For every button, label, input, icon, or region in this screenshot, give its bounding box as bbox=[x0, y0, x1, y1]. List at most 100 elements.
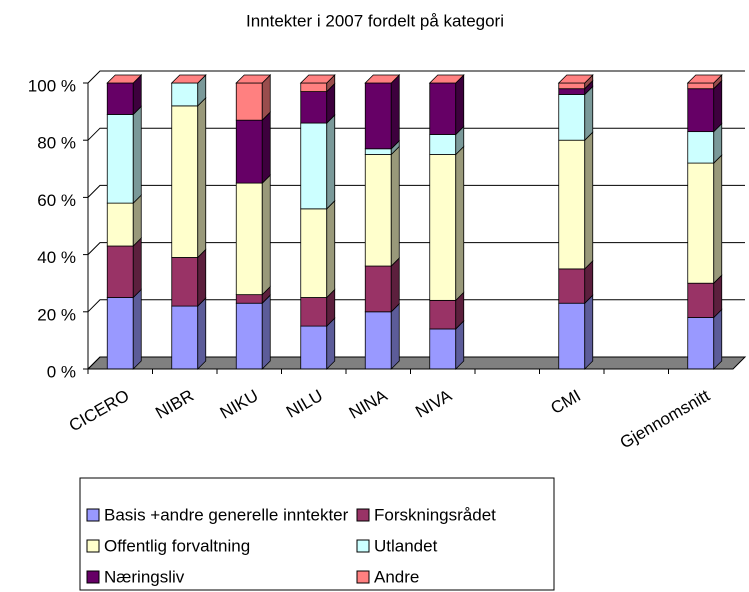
bar-top bbox=[235, 74, 272, 84]
bar-segment bbox=[364, 154, 392, 267]
bar-segment bbox=[235, 302, 263, 370]
bar-segment bbox=[300, 208, 328, 298]
bar-segment bbox=[364, 265, 392, 313]
bar-segment bbox=[300, 325, 328, 370]
bar-top bbox=[299, 74, 336, 84]
bar-segment bbox=[687, 88, 715, 133]
x-tick-label: NIBR bbox=[152, 386, 197, 423]
grid-line bbox=[87, 299, 745, 313]
x-tick-label: Gjennomsnitt bbox=[617, 386, 713, 453]
x-tick-label: NIKU bbox=[217, 386, 262, 423]
legend-swatch bbox=[86, 570, 100, 584]
bar-segment bbox=[171, 305, 199, 370]
bar-segment bbox=[558, 302, 586, 370]
legend-label: Næringsliv bbox=[104, 567, 185, 586]
bar-segment bbox=[300, 122, 328, 210]
y-tick-label: 0 % bbox=[47, 362, 76, 381]
bar-segment bbox=[687, 317, 715, 370]
grid-line bbox=[87, 70, 745, 84]
bar-top bbox=[170, 74, 207, 84]
bar-segment-side bbox=[326, 199, 336, 299]
grid-line bbox=[87, 242, 745, 255]
x-tick-label: NINA bbox=[346, 386, 391, 423]
bar-segment bbox=[171, 257, 199, 307]
bar-segment-side bbox=[197, 297, 207, 370]
bar-segment bbox=[106, 114, 134, 204]
bar-segment bbox=[235, 119, 263, 184]
legend-label: Andre bbox=[374, 567, 419, 586]
legend-label: Basis +andre generelle inntekter bbox=[104, 505, 349, 524]
bar-segment bbox=[300, 297, 328, 327]
x-tick-label: NILU bbox=[283, 386, 326, 422]
bar-segment bbox=[558, 88, 586, 95]
bar-segment-side bbox=[132, 288, 142, 370]
bar-segment-side bbox=[326, 114, 336, 210]
chart-title: Inntekter i 2007 fordelt på kategori bbox=[246, 11, 504, 30]
y-tick-label: 80 % bbox=[37, 134, 76, 153]
bar-top bbox=[557, 74, 594, 84]
bar-top bbox=[364, 74, 401, 84]
bar-segment-side bbox=[584, 85, 594, 142]
x-tick-label: CICERO bbox=[66, 386, 133, 436]
bar-segment bbox=[558, 139, 586, 270]
bar-segment-side bbox=[455, 74, 465, 136]
bar-segment bbox=[558, 94, 586, 141]
bar-segment bbox=[429, 299, 457, 330]
bar-top bbox=[686, 74, 723, 84]
bar-segment-side bbox=[132, 194, 142, 247]
legend-label: Utlandet bbox=[374, 536, 438, 555]
bar-top bbox=[106, 74, 143, 84]
legend-label: Offentlig forvaltning bbox=[104, 536, 250, 555]
bar-segment bbox=[235, 182, 263, 296]
legend-label: Forskningsrådet bbox=[374, 505, 496, 524]
legend-swatch bbox=[86, 539, 100, 553]
bar-segment bbox=[558, 82, 586, 90]
bar-segment bbox=[364, 311, 392, 370]
bar-segment bbox=[429, 328, 457, 370]
y-tick-label: 40 % bbox=[37, 248, 76, 267]
x-tick-label: CMI bbox=[547, 386, 583, 418]
bar-segment bbox=[558, 268, 586, 304]
x-tick-label: NIVA bbox=[412, 386, 455, 422]
bar-segment-side bbox=[132, 105, 142, 205]
bar-segment bbox=[429, 154, 457, 301]
bar-segment-side bbox=[261, 111, 271, 185]
bar-segment bbox=[429, 134, 457, 155]
bar-segment-side bbox=[326, 317, 336, 370]
bar-segment-side bbox=[197, 248, 207, 308]
legend-box bbox=[79, 477, 555, 591]
bar-segment-side bbox=[261, 294, 271, 370]
legend-swatch bbox=[356, 570, 370, 584]
bar-segment-side bbox=[455, 145, 465, 302]
bar-segment bbox=[106, 82, 134, 115]
bar-segment-side bbox=[584, 294, 594, 370]
bar-segment-side bbox=[390, 74, 400, 150]
y-tick-label: 60 % bbox=[37, 191, 76, 210]
bar-segment bbox=[429, 82, 457, 135]
bar-segment-side bbox=[261, 174, 271, 296]
bar-segment bbox=[300, 91, 328, 124]
bar-segment bbox=[364, 82, 392, 150]
bar-segment-side bbox=[132, 237, 142, 299]
grid-line bbox=[87, 356, 745, 370]
bar-segment bbox=[171, 82, 199, 107]
bar-segment bbox=[106, 297, 134, 370]
bar-segment-side bbox=[390, 302, 400, 370]
legend-swatch bbox=[356, 508, 370, 522]
grid-line bbox=[87, 184, 745, 198]
bar-segment bbox=[235, 82, 263, 121]
legend-swatch bbox=[356, 539, 370, 553]
grid-line bbox=[87, 127, 745, 141]
bar-segment bbox=[106, 245, 134, 298]
bar-segment-side bbox=[713, 154, 723, 285]
bar-segment bbox=[687, 82, 715, 90]
legend-swatch bbox=[86, 508, 100, 522]
bar-segment bbox=[364, 148, 392, 155]
bar-segment bbox=[300, 82, 328, 92]
bar-segment bbox=[687, 162, 715, 284]
y-tick-label: 20 % bbox=[37, 305, 76, 324]
bar-segment bbox=[687, 131, 715, 164]
bar-top bbox=[428, 74, 465, 84]
bar-segment bbox=[235, 294, 263, 304]
bar-segment-side bbox=[584, 131, 594, 270]
